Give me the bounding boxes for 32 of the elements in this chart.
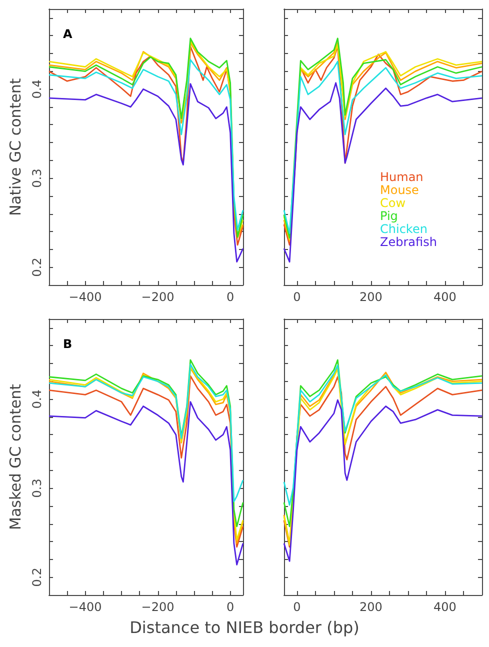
x-tick-label: 200 [360, 600, 382, 614]
x-tick-label: −200 [141, 290, 174, 304]
x-tick-label: 400 [434, 600, 456, 614]
text: Mouse [380, 183, 419, 197]
y-tick-label: 0.2 [30, 568, 44, 587]
text: Human [380, 170, 424, 184]
x-axis-title: Distance to NIEB border (bp) [128, 618, 360, 637]
x-tick-label: 0 [226, 600, 234, 614]
text: Chicken [380, 222, 428, 236]
y-tick-label: 0.2 [30, 258, 44, 277]
x-tick-label: −400 [68, 290, 102, 304]
line-series [48, 401, 244, 566]
y-axis-title: Native GC content [6, 78, 24, 216]
line-series [48, 364, 244, 502]
text: B [63, 337, 72, 351]
text: Cow [380, 196, 406, 210]
y-axis-title: Masked GC content [6, 384, 24, 530]
y-tick-label: 0.4 [30, 390, 44, 409]
text: Zebrafish [380, 235, 437, 249]
y-tick-label: 0.4 [30, 80, 44, 99]
y-tick-label: 0.3 [30, 168, 44, 188]
x-tick-label: 200 [360, 290, 382, 304]
x-tick-label: −400 [68, 600, 102, 614]
x-tick-label: 400 [434, 290, 456, 304]
x-tick-label: 0 [226, 290, 234, 304]
y-tick-label: 0.3 [30, 478, 44, 498]
x-tick-label: 0 [293, 600, 301, 614]
x-tick-label: −200 [141, 600, 174, 614]
line-series [48, 83, 244, 263]
text: Pig [380, 209, 398, 223]
x-tick-label: 0 [293, 290, 301, 304]
text: A [63, 27, 73, 41]
